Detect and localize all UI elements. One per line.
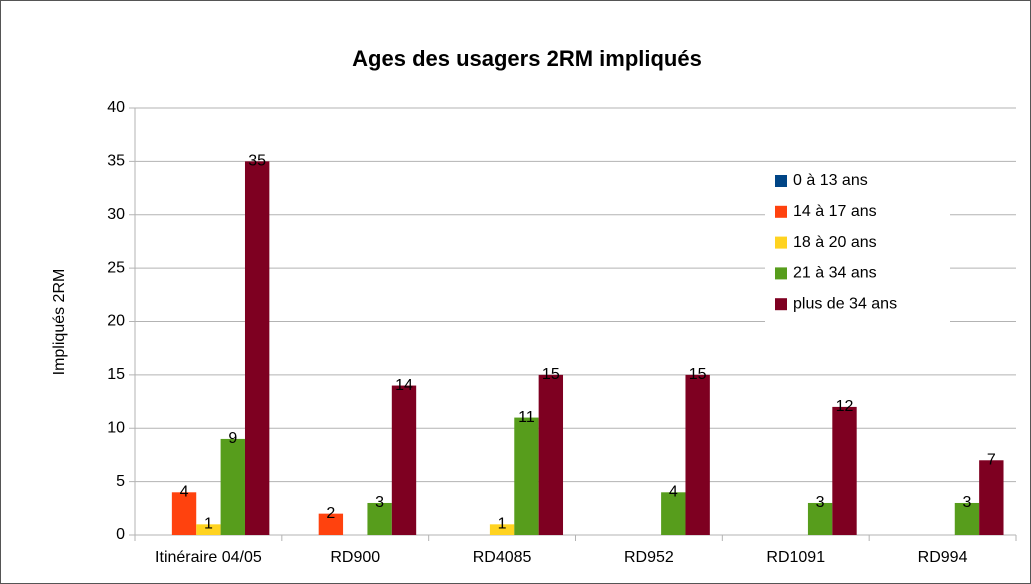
data-label: 35 — [248, 153, 266, 170]
data-label: 11 — [518, 409, 535, 426]
data-label: 4 — [180, 484, 189, 501]
y-tick-label: 35 — [107, 153, 125, 170]
data-label: 15 — [542, 366, 560, 383]
y-tick-label: 5 — [116, 473, 125, 490]
bar — [196, 524, 221, 535]
data-label: 1 — [498, 516, 507, 533]
bar — [661, 492, 686, 535]
bar — [171, 492, 197, 535]
legend-label: 14 à 17 ans — [793, 203, 877, 220]
y-tick-label: 25 — [107, 259, 125, 276]
data-label: 3 — [963, 494, 972, 511]
legend-swatch — [775, 298, 787, 311]
x-tick-label: RD4085 — [473, 549, 532, 566]
bar — [807, 502, 833, 535]
y-tick-label: 0 — [116, 526, 125, 543]
y-tick-label: 30 — [107, 206, 125, 223]
y-tick-label: 15 — [107, 366, 125, 383]
bar — [979, 460, 1004, 535]
y-tick-label: 10 — [107, 419, 125, 436]
legend-swatch — [775, 236, 787, 249]
x-tick-label: RD900 — [330, 549, 380, 566]
x-tick-label: RD1091 — [766, 549, 825, 566]
y-tick-label: 20 — [107, 313, 125, 330]
chart-title: Ages des usagers 2RM impliqués — [352, 46, 702, 71]
data-label: 3 — [816, 494, 825, 511]
legend-swatch — [775, 205, 787, 218]
data-label: 1 — [204, 516, 213, 533]
data-label: 2 — [326, 505, 335, 522]
bar — [391, 385, 417, 535]
legend-swatch — [775, 175, 787, 187]
bar — [685, 374, 710, 535]
bar — [318, 513, 344, 535]
bar — [489, 524, 515, 535]
legend-label: 18 à 20 ans — [793, 234, 877, 251]
bar — [832, 406, 857, 535]
x-tick-label: RD994 — [918, 549, 968, 566]
data-label: 14 — [395, 377, 413, 394]
bar — [954, 502, 980, 535]
data-label: 15 — [689, 366, 707, 383]
y-axis-label: Impliqués 2RM — [51, 269, 68, 376]
legend-label: 0 à 13 ans — [793, 172, 868, 189]
legend-box — [765, 168, 950, 326]
x-tick-label: RD952 — [624, 549, 674, 566]
legend-label: 21 à 34 ans — [793, 265, 877, 282]
data-label: 3 — [375, 494, 384, 511]
bar — [367, 502, 392, 535]
data-label: 12 — [836, 398, 854, 415]
data-label: 4 — [669, 484, 678, 501]
bar — [244, 161, 270, 535]
x-tick-label: Itinéraire 04/05 — [155, 549, 262, 566]
bar — [220, 438, 245, 535]
data-label: 7 — [987, 451, 996, 468]
bar — [538, 374, 564, 535]
legend-swatch — [775, 267, 787, 280]
data-label: 9 — [228, 430, 237, 447]
bar — [514, 417, 539, 535]
y-tick-label: 40 — [107, 99, 125, 116]
legend-label: plus de 34 ans — [793, 295, 897, 312]
